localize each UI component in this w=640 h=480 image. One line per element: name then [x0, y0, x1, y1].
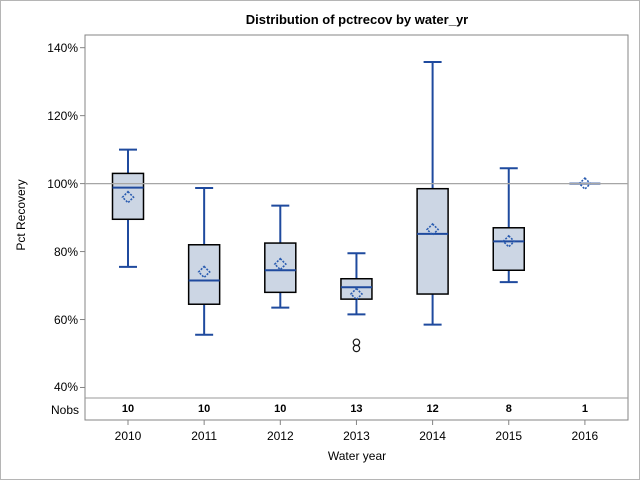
chart-title: Distribution of pctrecov by water_yr	[245, 12, 469, 27]
y-tick-label-120: 120%	[47, 108, 78, 123]
outlier-marker-2013	[352, 344, 361, 353]
mean-diamond-2012	[273, 257, 287, 271]
box-2010	[111, 172, 145, 221]
nobs-value-2016: 1	[581, 403, 588, 415]
nobs-value-2010: 10	[121, 403, 135, 415]
box-2015	[492, 227, 525, 271]
category-label-2014: 2014	[419, 429, 446, 443]
mean-diamond-2010	[121, 190, 135, 204]
outlier-marker-2013	[352, 338, 361, 347]
nobs-value-2013: 13	[350, 403, 363, 415]
box-2011	[187, 244, 221, 305]
category-label-2011: 2011	[191, 429, 218, 443]
box-2014	[416, 187, 449, 295]
y-tick-label-40: 40%	[53, 380, 78, 395]
plot-frame	[84, 34, 629, 421]
category-label-2010: 2010	[114, 429, 142, 443]
nobs-value-2014: 12	[426, 403, 439, 415]
category-label-2012: 2012	[266, 429, 294, 443]
mean-diamond-2013	[349, 287, 364, 301]
mean-diamond-2011	[197, 265, 211, 279]
y-tick-label-80: 80%	[53, 244, 78, 259]
mean-diamond-2015	[502, 234, 516, 248]
nobs-value-2011: 10	[198, 403, 211, 415]
y-axis-title: Pct Recovery	[14, 179, 28, 251]
nobs-value-2015: 8	[505, 403, 512, 415]
y-tick-label-100: 100%	[47, 176, 78, 191]
mean-diamond-2014	[425, 222, 440, 237]
category-label-2016: 2016	[571, 429, 599, 443]
nobs-value-2012: 10	[274, 403, 287, 415]
mean-diamond-2016	[578, 176, 592, 191]
x-axis-title: Water year	[327, 449, 387, 463]
category-label-2013: 2013	[343, 429, 370, 443]
y-tick-label-140: 140%	[47, 40, 78, 55]
nobs-row-label: Nobs	[50, 403, 79, 417]
category-label-2015: 2015	[495, 429, 523, 443]
box-2012	[264, 242, 297, 294]
y-tick-label-60: 60%	[53, 312, 78, 327]
